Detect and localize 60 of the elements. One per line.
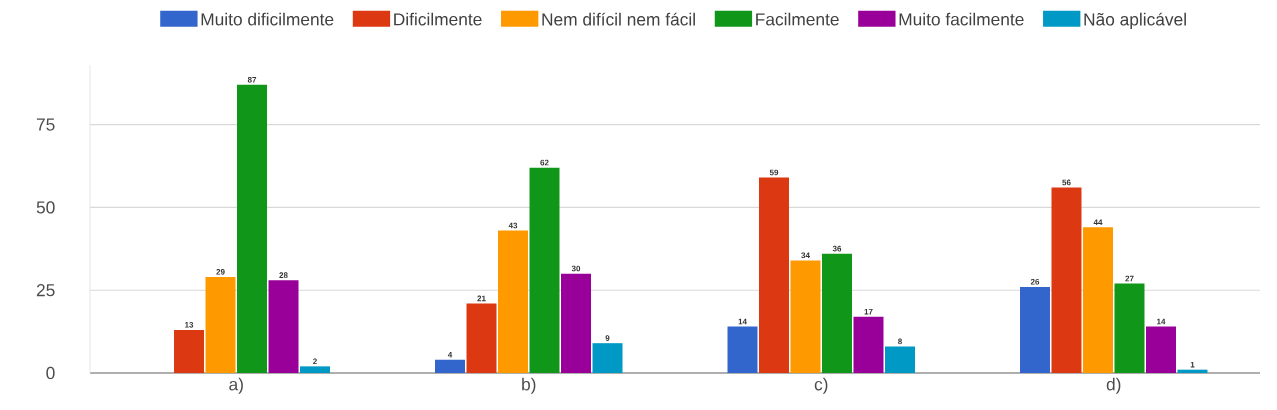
- x-tick-label: a): [229, 377, 243, 394]
- bar: [435, 359, 466, 373]
- bar: [498, 230, 529, 373]
- x-tick-label: d): [1106, 377, 1121, 394]
- x-tick-label: b): [522, 377, 536, 394]
- legend-label: Não aplicável: [1084, 12, 1186, 29]
- bar: [466, 303, 497, 373]
- y-tick-label: 25: [36, 284, 55, 297]
- bar: [1083, 227, 1113, 373]
- bar: [1177, 369, 1208, 373]
- legend-label: Facilmente: [756, 12, 839, 26]
- data-label: 14: [1157, 318, 1166, 325]
- data-label: 30: [571, 265, 581, 272]
- data-label: 1: [1190, 361, 1195, 368]
- bar: [1145, 326, 1176, 373]
- data-label: 8: [898, 338, 902, 345]
- legend-label: Dificilmente: [394, 12, 482, 26]
- bar: [592, 343, 623, 373]
- bar: [1051, 187, 1082, 373]
- bar: [205, 276, 236, 373]
- bar: [1020, 286, 1050, 373]
- data-label: 34: [801, 252, 810, 259]
- data-label: 13: [185, 321, 194, 328]
- x-tick-label: c): [814, 377, 828, 394]
- data-label: 14: [738, 318, 747, 325]
- data-label: 2: [313, 358, 317, 365]
- bar: [237, 84, 268, 373]
- legend-label: Nem difícil nem fácil: [542, 12, 695, 26]
- data-label: 28: [279, 272, 288, 278]
- bar: [561, 273, 592, 373]
- data-label: 56: [1062, 179, 1071, 186]
- bar: [300, 366, 331, 373]
- y-tick-label: 75: [36, 118, 55, 131]
- data-label: 26: [1030, 278, 1040, 285]
- legend-label: Muito facilmente: [899, 12, 1024, 26]
- data-label: 59: [769, 169, 779, 176]
- bar: [853, 316, 884, 373]
- bar: [1114, 283, 1145, 373]
- bar: [885, 346, 915, 373]
- data-label: 62: [540, 159, 549, 166]
- data-label: 4: [447, 351, 453, 358]
- bar: [174, 329, 205, 373]
- data-label: 36: [832, 245, 842, 252]
- legend-label: Muito dificilmente: [201, 12, 334, 26]
- data-label: 9: [605, 335, 610, 341]
- data-label: 29: [216, 269, 225, 275]
- bar: [727, 326, 758, 373]
- y-tick-label: 50: [36, 201, 55, 214]
- data-label: 43: [508, 222, 518, 229]
- data-label: 21: [477, 295, 486, 302]
- y-tick-label: 0: [46, 366, 55, 380]
- data-label: 17: [864, 308, 873, 315]
- data-label: 27: [1125, 275, 1134, 282]
- bar: [790, 260, 821, 373]
- data-label: 87: [247, 76, 257, 83]
- data-label: 44: [1093, 219, 1103, 225]
- bar: [268, 280, 299, 373]
- bar: [759, 177, 789, 373]
- bar: [822, 253, 852, 373]
- bar: [529, 167, 560, 373]
